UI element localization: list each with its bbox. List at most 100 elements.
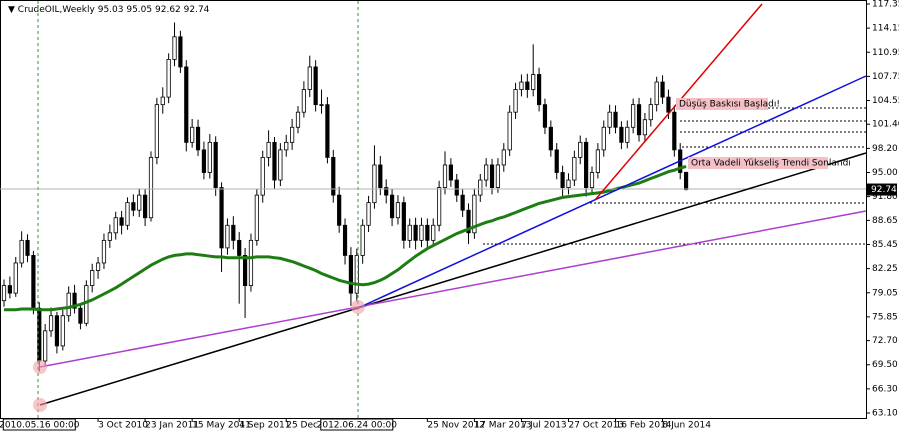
- x-tick-label: 3 Oct 2010: [98, 421, 148, 431]
- y-tick-label: 72.70: [872, 336, 898, 346]
- candle-body: [601, 126, 606, 151]
- candle-body: [360, 224, 365, 256]
- y-tick-label: 104.55: [872, 96, 899, 106]
- candle-body: [190, 126, 195, 143]
- candle-body: [301, 89, 306, 113]
- candle-body: [131, 202, 136, 211]
- candle-body: [154, 104, 159, 158]
- x-tick-label: 2010.05.16 00:00: [0, 421, 80, 431]
- y-tick-label: 82.25: [872, 264, 898, 274]
- price-label-bg: [867, 183, 897, 196]
- candle-body: [313, 66, 318, 106]
- candle-body: [560, 172, 565, 188]
- candle-body: [19, 239, 24, 264]
- x-tick-label: 4 Sep 2011: [239, 421, 290, 431]
- candle-body: [407, 224, 412, 241]
- candle-body: [172, 36, 177, 60]
- candle-body: [595, 149, 600, 173]
- candle-body: [213, 141, 218, 188]
- candle-body: [284, 141, 289, 151]
- candle-body: [325, 104, 330, 158]
- candle-body: [619, 126, 624, 143]
- candle-body: [683, 171, 689, 190]
- candle-body: [78, 307, 83, 324]
- candle-body: [413, 224, 418, 241]
- y-tick-label: 101.40: [872, 120, 899, 130]
- candle-body: [60, 315, 65, 347]
- candle-body: [178, 36, 183, 68]
- candle-body: [260, 157, 265, 196]
- x-tick-label: 7 Jul 2013: [521, 421, 566, 431]
- x-label-box: [320, 418, 394, 431]
- candle-body: [242, 255, 248, 286]
- candle-body: [337, 194, 342, 226]
- candle-body: [90, 270, 95, 286]
- candle-body: [542, 104, 548, 128]
- candle-body: [231, 224, 236, 241]
- annotation-bg: [676, 98, 768, 110]
- y-tick-label: 91.80: [872, 192, 898, 202]
- title-symbol: CrudeOIL,Weekly: [18, 5, 96, 15]
- candle-body: [625, 126, 630, 143]
- candle-body: [290, 126, 295, 143]
- drawings: Düşüş Baskısı Başladı! Orta Vadeli Yükse…: [0, 1, 867, 418]
- moving-average: [4, 165, 687, 312]
- y-tick-label: 79.05: [872, 288, 898, 298]
- candle-body: [219, 187, 224, 249]
- candle-body: [307, 66, 312, 90]
- candle-body: [607, 111, 612, 128]
- candle-body: [166, 59, 171, 98]
- y-tick-label: 107.75: [872, 72, 899, 82]
- candle-body: [195, 126, 201, 151]
- x-tick-label: 15 May 2011: [192, 421, 251, 431]
- candle-body: [654, 81, 659, 106]
- candle-body: [143, 194, 148, 219]
- candle-body: [278, 149, 283, 181]
- candle-body: [666, 96, 671, 113]
- candle-body: [31, 255, 36, 309]
- candle-body: [384, 187, 389, 196]
- chart-title: ▼ CrudeOIL,Weekly 95.03 95.05 92.62 92.7…: [8, 5, 210, 15]
- x-tick-label: 27 Oct 2013: [568, 421, 624, 431]
- candle-body: [525, 81, 530, 90]
- candle-body: [454, 179, 459, 196]
- y-tick-label: 88.65: [872, 216, 898, 226]
- x-tick-label: 2012.06.24 00:00: [317, 421, 398, 431]
- candle-body: [119, 217, 124, 226]
- candle-body: [478, 179, 483, 196]
- candle-body: [331, 157, 336, 196]
- x-tick-label: 17 Mar 2013: [474, 421, 531, 431]
- candle-body: [125, 202, 130, 226]
- candle-body: [519, 81, 524, 90]
- candle-body: [484, 164, 489, 181]
- candle-body: [248, 239, 254, 286]
- candle-body: [25, 239, 30, 256]
- annotation-bg: [688, 157, 828, 169]
- x-tick-label: 23 Jan 2011: [145, 421, 199, 431]
- y-tick-label: 114.15: [872, 24, 899, 34]
- candle-body: [425, 224, 430, 241]
- candle-body: [501, 149, 506, 166]
- candle-body: [389, 194, 395, 219]
- candle-body: [95, 262, 101, 271]
- candle-body: [572, 157, 577, 181]
- candle-body: [319, 104, 324, 106]
- candle-body: [37, 307, 42, 362]
- title-open: 95.03: [98, 5, 124, 15]
- trend-line: [357, 75, 867, 309]
- x-label-box: [2, 418, 76, 431]
- candle-body: [460, 194, 465, 211]
- candle-body: [254, 194, 259, 241]
- candle-body: [66, 292, 71, 317]
- x-tick-label: 25 Nov 2012: [427, 421, 485, 431]
- candle-body: [466, 209, 471, 234]
- candle-body: [148, 157, 154, 219]
- candle-body: [48, 315, 54, 332]
- y-tick-label: 110.95: [872, 48, 899, 58]
- highlight: [33, 360, 47, 374]
- y-tick-label: 75.85: [872, 312, 898, 322]
- candle-body: [107, 232, 112, 241]
- y-tick-label: 66.30: [872, 384, 898, 394]
- x-tick-label: 8 Jun 2014: [663, 421, 712, 431]
- candle-body: [507, 111, 512, 151]
